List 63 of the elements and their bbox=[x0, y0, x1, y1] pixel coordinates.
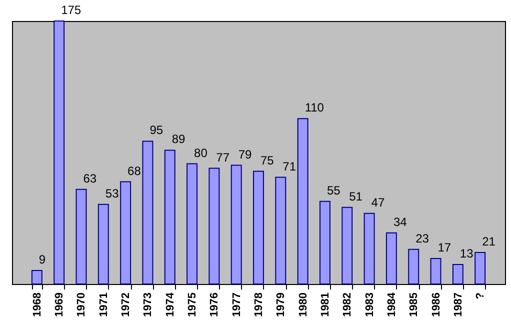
x-tick-label: 1977 bbox=[230, 292, 243, 317]
bar bbox=[208, 168, 220, 284]
x-tick-label: 1974 bbox=[164, 292, 176, 317]
data-label: 75 bbox=[260, 153, 274, 168]
data-label: 79 bbox=[238, 147, 252, 162]
data-label: 71 bbox=[282, 159, 296, 174]
bar bbox=[253, 170, 264, 284]
x-tick-label: 1976 bbox=[208, 292, 221, 317]
x-tick-label: 1982 bbox=[342, 292, 354, 317]
bar bbox=[452, 264, 464, 284]
x-tick-label: 1985 bbox=[408, 292, 420, 317]
data-label: 89 bbox=[172, 132, 186, 146]
bar bbox=[474, 252, 486, 284]
bar bbox=[98, 204, 109, 284]
bar bbox=[430, 258, 442, 284]
x-tick-label: 1975 bbox=[186, 292, 199, 317]
data-label: 13 bbox=[460, 246, 474, 260]
x-tick-label: 1973 bbox=[142, 292, 154, 317]
data-label: 34 bbox=[393, 214, 408, 229]
bar bbox=[76, 188, 87, 284]
x-tick-label: 1986 bbox=[430, 292, 442, 317]
data-label: 17 bbox=[438, 240, 452, 254]
data-label: 47 bbox=[371, 195, 385, 210]
bar bbox=[230, 164, 242, 284]
bar bbox=[386, 232, 397, 284]
bar bbox=[31, 270, 42, 284]
data-label: 9 bbox=[38, 252, 46, 266]
data-label: 95 bbox=[150, 123, 164, 138]
x-tick-label: 1983 bbox=[364, 292, 376, 317]
x-tick-label: 1968 bbox=[31, 292, 44, 317]
bar bbox=[408, 248, 420, 284]
bar bbox=[54, 20, 65, 284]
x-tick-label: 1984 bbox=[386, 292, 398, 317]
data-label: 23 bbox=[416, 231, 430, 246]
data-label: 63 bbox=[83, 171, 97, 186]
data-label: 175 bbox=[61, 3, 82, 17]
bar bbox=[319, 200, 330, 284]
x-tick-label: 1980 bbox=[297, 292, 310, 317]
data-label: 68 bbox=[128, 164, 142, 178]
bar bbox=[342, 206, 353, 284]
data-label: 21 bbox=[482, 234, 496, 248]
data-label: 77 bbox=[216, 150, 230, 164]
x-tick-label: 1969 bbox=[54, 292, 66, 317]
bar bbox=[142, 140, 154, 284]
bar bbox=[120, 181, 132, 284]
x-tick-label: 1970 bbox=[76, 292, 88, 317]
x-tick-label: 1971 bbox=[98, 292, 110, 317]
data-label: 53 bbox=[105, 186, 120, 200]
data-label: 80 bbox=[194, 146, 208, 160]
data-label: 51 bbox=[349, 189, 363, 204]
data-label: 55 bbox=[326, 183, 341, 198]
bar bbox=[164, 150, 176, 284]
x-tick-label: 1972 bbox=[120, 292, 132, 317]
bar bbox=[297, 118, 308, 284]
x-tick-label: 1987 bbox=[452, 292, 464, 317]
bar bbox=[364, 212, 375, 284]
bar bbox=[186, 163, 198, 284]
x-tick-label: ? bbox=[474, 292, 487, 300]
bar bbox=[275, 176, 286, 284]
x-tick-label: 1981 bbox=[319, 292, 332, 317]
x-tick-label: 1979 bbox=[275, 292, 288, 317]
data-label: 110 bbox=[304, 100, 324, 115]
x-tick-label: 1978 bbox=[253, 292, 265, 317]
